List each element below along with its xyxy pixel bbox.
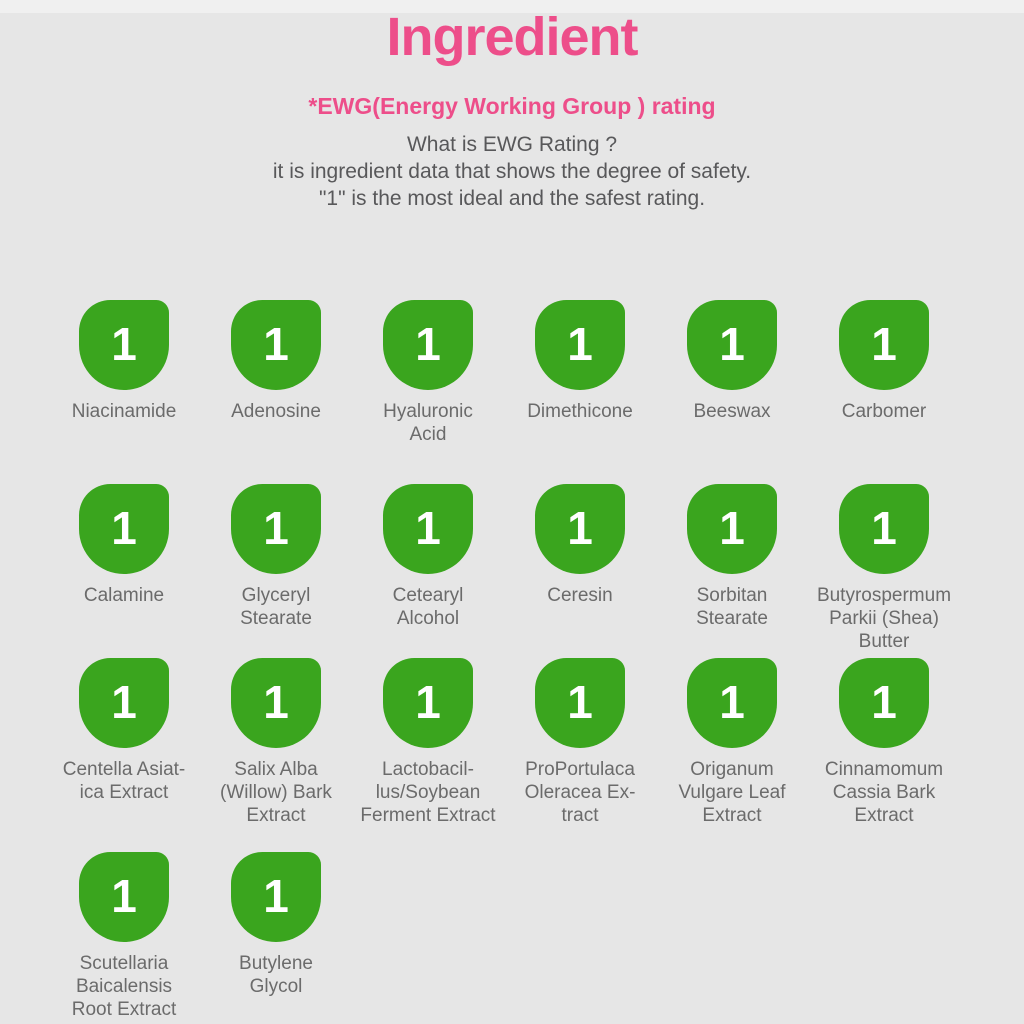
- ingredient-item: 1 Butylene Glycol: [200, 852, 352, 1021]
- ewg-rating-value: 1: [567, 317, 593, 370]
- ewg-rating-badge: 1: [839, 484, 929, 574]
- ewg-rating-badge: 1: [687, 484, 777, 574]
- ewg-rating-value: 1: [263, 869, 289, 922]
- ewg-rating-badge: 1: [383, 658, 473, 748]
- ewg-rating-value: 1: [263, 675, 289, 728]
- ingredient-item: 1 Glyceryl Stearate: [200, 484, 352, 653]
- ewg-rating-value: 1: [415, 501, 441, 554]
- ewg-rating-badge: 1: [535, 484, 625, 574]
- ingredient-name: Centella Asiat- ica Extract: [62, 759, 186, 803]
- ewg-rating-badge: 1: [383, 300, 473, 390]
- ingredient-item: 1 ProPortulaca Oleracea Ex- tract: [504, 658, 656, 827]
- ingredient-name: Glyceryl Stearate: [240, 585, 312, 629]
- ewg-rating-value: 1: [263, 317, 289, 370]
- ingredient-row-2: 1 Calamine 1 Glyceryl Stearate 1 Ceteary…: [48, 484, 960, 653]
- ewg-rating-badge: 1: [79, 484, 169, 574]
- ingredient-item: 1 Beeswax: [656, 300, 808, 446]
- ingredient-item: 1 Lactobacil- lus/Soybean Ferment Extrac…: [352, 658, 504, 827]
- ingredient-item: 1 Carbomer: [808, 300, 960, 446]
- ingredient-item: 1 Sorbitan Stearate: [656, 484, 808, 653]
- ingredient-item: 1 Origanum Vulgare Leaf Extract: [656, 658, 808, 827]
- ingredient-item: 1 Butyrospermum Parkii (Shea) Butter: [808, 484, 960, 653]
- ingredient-name: ProPortulaca Oleracea Ex- tract: [524, 759, 636, 826]
- ewg-rating-badge: 1: [839, 658, 929, 748]
- ewg-rating-value: 1: [871, 317, 897, 370]
- ewg-rating-value: 1: [719, 675, 745, 728]
- top-strip-divider: [0, 0, 1024, 13]
- ingredient-row-4: 1 Scutellaria Baicalensis Root Extract 1…: [48, 852, 960, 1021]
- ewg-rating-badge: 1: [839, 300, 929, 390]
- ewg-rating-badge: 1: [383, 484, 473, 574]
- ingredient-name: Sorbitan Stearate: [696, 585, 768, 629]
- ewg-rating-value: 1: [415, 675, 441, 728]
- ingredient-name: Butyrospermum Parkii (Shea) Butter: [816, 585, 952, 652]
- ewg-rating-badge: 1: [231, 300, 321, 390]
- ingredient-name: Ceresin: [547, 585, 613, 606]
- ewg-rating-value: 1: [719, 501, 745, 554]
- ingredient-item: 1 Niacinamide: [48, 300, 200, 446]
- ewg-rating-value: 1: [111, 869, 137, 922]
- ingredient-item: 1 Hyaluronic Acid: [352, 300, 504, 446]
- ingredient-name: Scutellaria Baicalensis Root Extract: [71, 953, 177, 1020]
- ewg-rating-value: 1: [415, 317, 441, 370]
- ingredient-name: Beeswax: [693, 401, 771, 422]
- ingredient-item: 1 Cinnamomum Cassia Bark Extract: [808, 658, 960, 827]
- ingredient-row-1: 1 Niacinamide 1 Adenosine 1 Hyaluronic A…: [48, 300, 960, 446]
- ingredient-item: 1 Centella Asiat- ica Extract: [48, 658, 200, 827]
- ingredient-name: Dimethicone: [527, 401, 633, 422]
- ingredient-item: 1 Scutellaria Baicalensis Root Extract: [48, 852, 200, 1021]
- ewg-rating-badge: 1: [687, 300, 777, 390]
- ewg-rating-description: What is EWG Rating ? it is ingredient da…: [272, 133, 752, 210]
- ewg-rating-value: 1: [111, 317, 137, 370]
- ewg-rating-value: 1: [871, 501, 897, 554]
- ewg-rating-value: 1: [111, 675, 137, 728]
- ingredient-name: Origanum Vulgare Leaf Extract: [678, 759, 786, 826]
- ingredient-item: 1 Dimethicone: [504, 300, 656, 446]
- ewg-rating-value: 1: [719, 317, 745, 370]
- ewg-rating-value: 1: [567, 675, 593, 728]
- ewg-rating-badge: 1: [79, 852, 169, 942]
- ingredient-name: Niacinamide: [71, 401, 177, 422]
- ewg-rating-badge: 1: [535, 658, 625, 748]
- ingredient-name: Hyaluronic Acid: [383, 401, 473, 445]
- ingredient-name: Butylene Glycol: [239, 953, 313, 997]
- ewg-rating-badge: 1: [231, 658, 321, 748]
- ewg-rating-badge: 1: [79, 658, 169, 748]
- ewg-rating-badge: 1: [231, 484, 321, 574]
- ingredient-name: Carbomer: [841, 401, 927, 422]
- ingredient-item: 1 Calamine: [48, 484, 200, 653]
- ewg-rating-value: 1: [567, 501, 593, 554]
- page-title: Ingredient: [386, 7, 638, 67]
- ingredient-row-3: 1 Centella Asiat- ica Extract 1 Salix Al…: [48, 658, 960, 827]
- ingredient-name: Lactobacil- lus/Soybean Ferment Extract: [360, 759, 496, 826]
- ingredient-name: Adenosine: [231, 401, 321, 422]
- ingredient-item: 1 Ceresin: [504, 484, 656, 653]
- ewg-rating-badge: 1: [79, 300, 169, 390]
- ewg-rating-badge: 1: [231, 852, 321, 942]
- ewg-rating-value: 1: [871, 675, 897, 728]
- ingredient-name: Calamine: [83, 585, 165, 606]
- ingredient-item: 1 Salix Alba (Willow) Bark Extract: [200, 658, 352, 827]
- ingredient-item: 1 Cetearyl Alcohol: [352, 484, 504, 653]
- ingredient-item: 1 Adenosine: [200, 300, 352, 446]
- ewg-rating-value: 1: [263, 501, 289, 554]
- ewg-rating-badge: 1: [535, 300, 625, 390]
- ingredient-name: Cetearyl Alcohol: [392, 585, 464, 629]
- ewg-rating-value: 1: [111, 501, 137, 554]
- ewg-rating-heading: *EWG(Energy Working Group ) rating: [308, 93, 716, 119]
- ingredient-name: Salix Alba (Willow) Bark Extract: [220, 759, 332, 826]
- ingredient-name: Cinnamomum Cassia Bark Extract: [824, 759, 944, 826]
- ewg-rating-badge: 1: [687, 658, 777, 748]
